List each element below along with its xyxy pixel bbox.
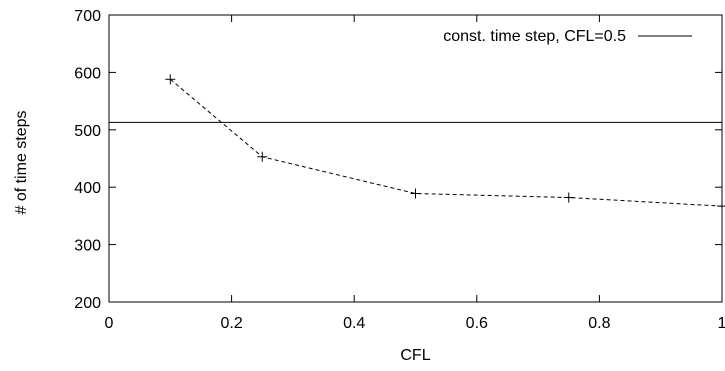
legend: const. time step, CFL=0.5	[443, 28, 692, 45]
y-tick-label: 200	[74, 295, 101, 312]
y-axis-title: # of time steps	[13, 110, 30, 214]
x-tick-label: 0.4	[343, 315, 365, 332]
x-tick-label: 1	[718, 315, 725, 332]
y-tick-label: 700	[74, 8, 101, 25]
x-tick-label: 0.2	[220, 315, 242, 332]
plot-axes	[108, 14, 723, 303]
y-tick-label: 300	[74, 238, 101, 255]
data-point	[257, 151, 268, 162]
axis-ticks	[108, 14, 723, 303]
x-tick-label: 0.6	[466, 315, 488, 332]
data-point	[410, 188, 421, 199]
x-axis-title: CFL	[400, 347, 430, 364]
y-tick-label: 600	[74, 65, 101, 82]
data-point	[717, 201, 725, 212]
legend-label: const. time step, CFL=0.5	[443, 28, 626, 45]
data-point	[165, 74, 176, 85]
tick-labels: 0 0.2 0.4 0.6 0.8 1 200 300 400 500 600 700	[74, 8, 725, 332]
x-tick-label: 0.8	[588, 315, 610, 332]
series-layer	[109, 74, 725, 212]
series-line	[169, 78, 723, 207]
y-tick-label: 400	[74, 180, 101, 197]
plot-frame	[108, 14, 723, 303]
y-tick-label: 500	[74, 123, 101, 140]
x-tick-label: 0	[105, 315, 114, 332]
data-point	[563, 192, 574, 203]
